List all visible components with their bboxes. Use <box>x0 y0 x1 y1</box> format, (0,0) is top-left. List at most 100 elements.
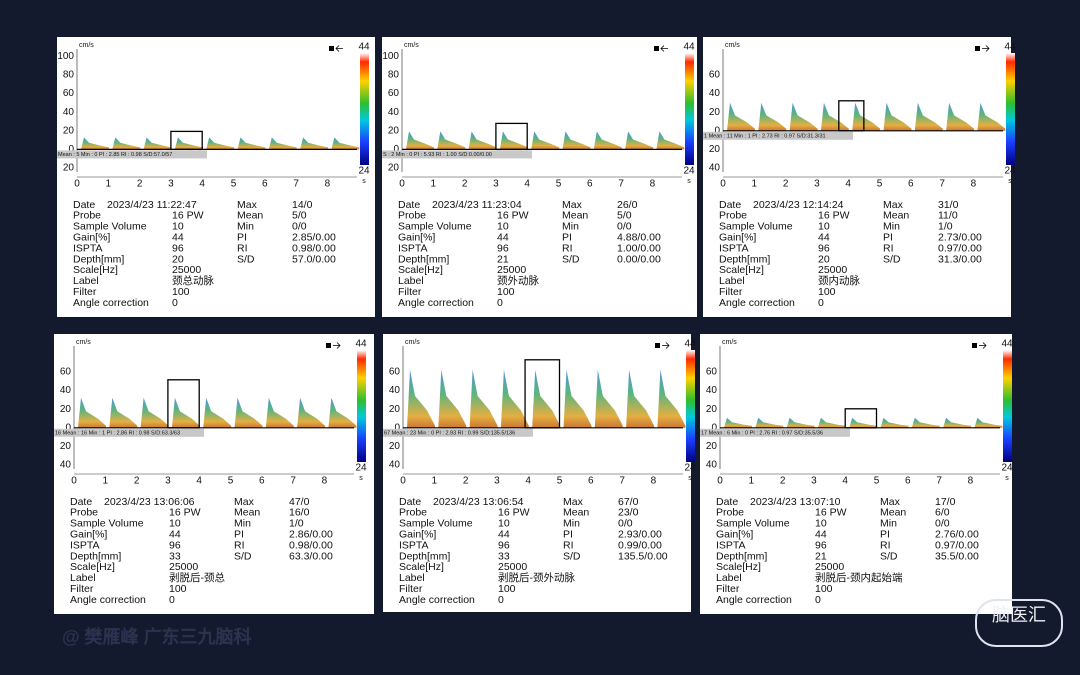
direction-icon <box>329 46 334 51</box>
info-value: 0 <box>498 594 504 606</box>
x-tick-label: 5 <box>228 476 234 487</box>
info-label: Sample Volume <box>399 518 473 530</box>
doppler-spectrum <box>78 397 357 428</box>
info-label: Sample Volume <box>73 221 147 233</box>
direction-arrow <box>979 342 987 349</box>
info-label: Probe <box>398 210 426 222</box>
x-tick-label: 1 <box>432 476 438 487</box>
info-label: Depth[mm] <box>719 253 770 265</box>
info-value: 10 <box>498 518 510 530</box>
info-value: 4.88/0.00 <box>617 231 661 243</box>
color-scale <box>1006 53 1015 165</box>
color-scale <box>1003 350 1012 462</box>
info-value: 剥脱后-颈外动脉 <box>498 571 575 584</box>
info-label: PI <box>562 231 572 243</box>
info-value: 26/0 <box>617 199 638 211</box>
x-tick-label: 4 <box>845 179 851 190</box>
y-tick-label: 40 <box>389 385 401 396</box>
info-label: Gain[%] <box>716 528 753 540</box>
y-tick-label: 0 <box>711 422 717 433</box>
info-label: Angle correction <box>73 297 149 309</box>
x-tick-label: 2 <box>134 476 140 487</box>
y-tick-label: 60 <box>388 88 400 99</box>
info-label: PI <box>234 528 244 540</box>
info-label: S/D <box>883 253 901 265</box>
info-value: 5/0 <box>292 210 307 222</box>
x-tick-label: 8 <box>971 179 977 190</box>
direction-icon <box>655 343 660 348</box>
info-label: Min <box>237 221 254 233</box>
info-label: Gain[%] <box>70 528 107 540</box>
info-label: Date <box>398 199 420 211</box>
info-value: 16 PW <box>169 507 201 519</box>
x-tick-label: 7 <box>936 476 942 487</box>
info-value: 33 <box>169 550 181 562</box>
info-value: 17/0 <box>935 496 956 508</box>
info-value: 0/0 <box>618 518 633 530</box>
info-value: 100 <box>815 583 833 595</box>
info-value: 44 <box>172 231 184 243</box>
info-label: Min <box>880 518 897 530</box>
doppler-spectrum <box>406 131 685 150</box>
info-label: ISPTA <box>399 539 429 551</box>
x-tick-label: 0 <box>717 476 723 487</box>
info-value: 16 PW <box>498 507 530 519</box>
y-tick-label: 40 <box>706 385 718 396</box>
direction-icon <box>972 343 977 348</box>
status-text: 16 Mean : 16 Min : 1 PI : 2.86 RI : 0.98… <box>55 430 180 436</box>
scale-bottom: 24 <box>358 166 370 177</box>
info-value: 16 PW <box>497 210 529 222</box>
scale-top: 44 <box>358 42 370 53</box>
status-text: S : 2 Min : 0 PI : 5.93 RI : 1.00 S/D:0.… <box>383 152 492 158</box>
x-tick-label: 2 <box>462 179 468 190</box>
unit-label: cm/s <box>76 339 91 346</box>
direction-icon <box>326 343 331 348</box>
info-label: Date <box>73 199 95 211</box>
info-value: 35.5/0.00 <box>935 550 979 562</box>
color-scale <box>357 350 366 462</box>
info-label: Date <box>70 496 92 508</box>
info-label: ISPTA <box>716 539 746 551</box>
info-label: Gain[%] <box>399 528 436 540</box>
status-text: Mean : 5 Min : 0 PI : 2.85 RI : 0.98 S/D… <box>58 152 172 158</box>
info-label: ISPTA <box>73 242 103 254</box>
x-unit: s <box>1008 178 1012 185</box>
x-tick-label: 8 <box>325 179 331 190</box>
x-tick-label: 6 <box>587 179 593 190</box>
info-label: Sample Volume <box>719 221 793 233</box>
selection-box <box>170 130 203 151</box>
info-value: 0 <box>169 594 175 606</box>
info-value: 20 <box>172 253 184 265</box>
info-value: 2023/4/23 13:06:54 <box>433 496 524 508</box>
info-value: 1/0 <box>938 221 953 233</box>
watermark: @ 樊雁峰 广东三九脑科 <box>62 626 252 647</box>
x-tick-label: 5 <box>557 476 563 487</box>
info-value: 2.73/0.00 <box>938 231 982 243</box>
y-tick-label: 100 <box>57 51 74 62</box>
y-tick-label: 20 <box>706 441 718 452</box>
y-tick-label: 60 <box>709 70 721 81</box>
x-tick-label: 0 <box>720 179 726 190</box>
x-tick-label: 4 <box>525 476 531 487</box>
unit-label: cm/s <box>79 42 94 49</box>
info-label: Angle correction <box>398 297 474 309</box>
scale-bottom: 24 <box>683 166 695 177</box>
scale-top: 44 <box>1001 339 1013 350</box>
unit-label: cm/s <box>722 339 737 346</box>
x-tick-label: 5 <box>231 179 237 190</box>
info-label: Gain[%] <box>73 231 110 243</box>
info-value: 2.76/0.00 <box>935 528 979 540</box>
direction-icon <box>654 46 659 51</box>
info-label: ISPTA <box>398 242 428 254</box>
info-value: 96 <box>815 539 827 551</box>
info-value: 100 <box>497 286 515 298</box>
y-tick-label: 40 <box>63 107 75 118</box>
y-tick-label: 40 <box>389 460 401 471</box>
x-tick-label: 0 <box>400 476 406 487</box>
x-tick-label: 3 <box>168 179 174 190</box>
info-label: Mean <box>562 210 588 222</box>
info-label: RI <box>880 539 891 551</box>
